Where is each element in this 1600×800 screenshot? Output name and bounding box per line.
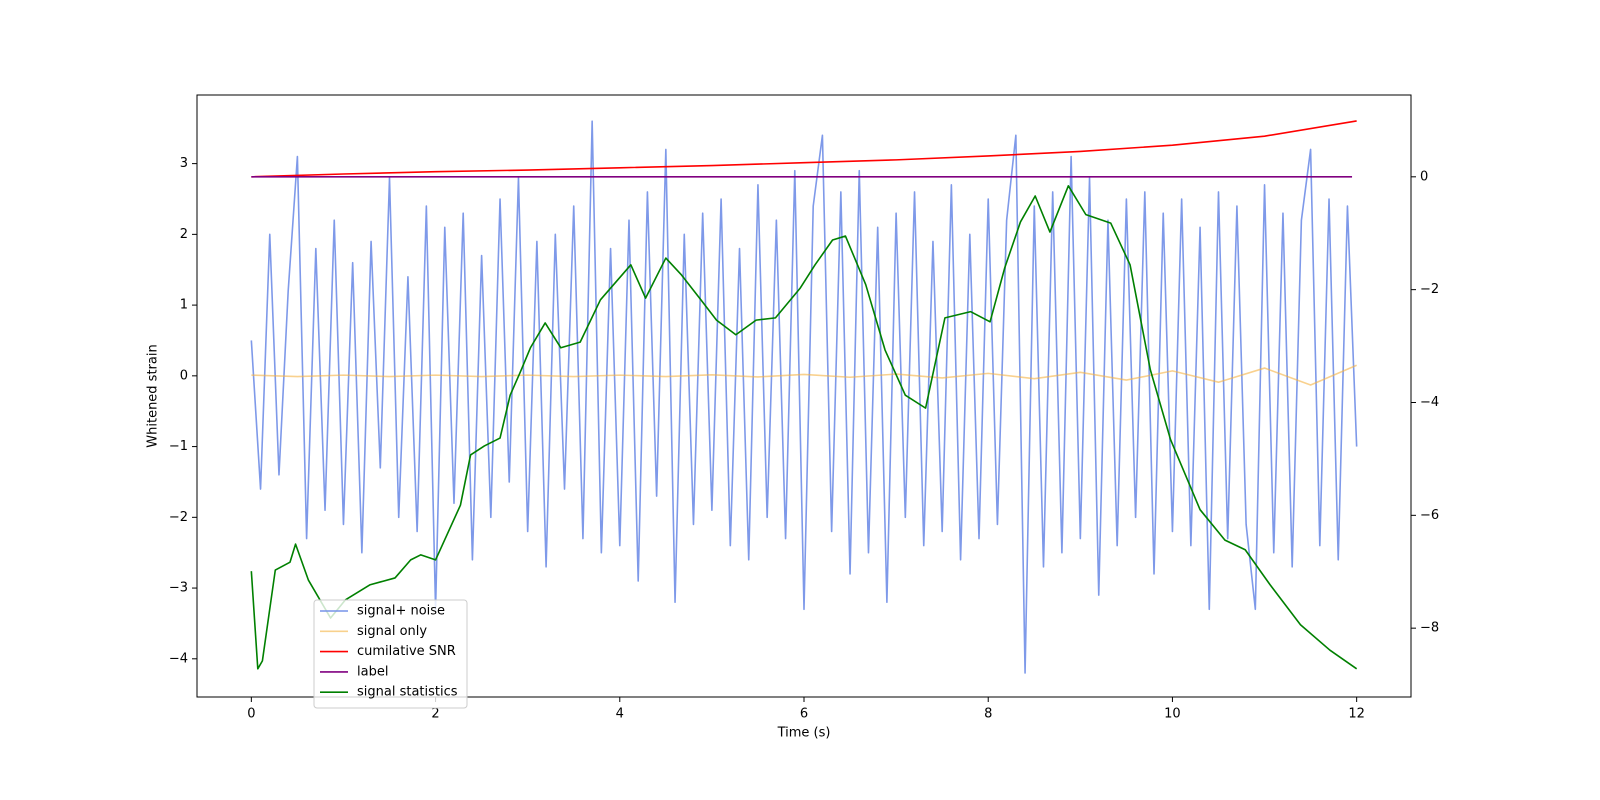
- y-tick-label: 1: [180, 298, 188, 313]
- y-tick-label: −3: [169, 581, 188, 596]
- y-tick-label: −4: [169, 651, 188, 666]
- x-tick-label: 2: [431, 707, 439, 722]
- legend-label: signal statistics: [357, 685, 458, 700]
- legend-label: label: [357, 664, 388, 679]
- series-line: [251, 120, 1357, 178]
- y-tick-label: 2: [180, 227, 188, 242]
- legend: signal+ noise signal only cumilative SNR la…: [313, 599, 468, 709]
- x-tick-label: 10: [1164, 707, 1181, 722]
- legend-label: signal only: [357, 624, 427, 639]
- y2-tick-label: 0: [1420, 169, 1428, 184]
- series-line: [250, 185, 1358, 670]
- x-tick-label: 8: [984, 707, 992, 722]
- series-line: [250, 120, 1358, 674]
- y-tick-label: −2: [169, 510, 188, 525]
- y-axis-label: Whitened strain: [146, 344, 161, 447]
- x-tick-label: 0: [247, 707, 255, 722]
- x-tick-label: 4: [616, 707, 624, 722]
- legend-box: [313, 599, 468, 709]
- y2-tick-label: −4: [1420, 395, 1439, 410]
- x-tick-label: 12: [1348, 707, 1365, 722]
- x-axis-label: Time (s): [777, 726, 831, 741]
- y-tick-label: 3: [180, 156, 188, 171]
- legend-label: signal+ noise: [357, 604, 445, 619]
- legend-label: cumilative SNR: [357, 644, 456, 659]
- y2-tick-label: −6: [1420, 508, 1439, 523]
- y2-tick-label: −8: [1420, 621, 1439, 636]
- y-tick-label: −1: [169, 439, 188, 454]
- y-tick-label: 0: [180, 368, 188, 383]
- y2-tick-label: −2: [1420, 282, 1439, 297]
- x-tick-label: 6: [800, 707, 808, 722]
- series-line: [251, 364, 1357, 386]
